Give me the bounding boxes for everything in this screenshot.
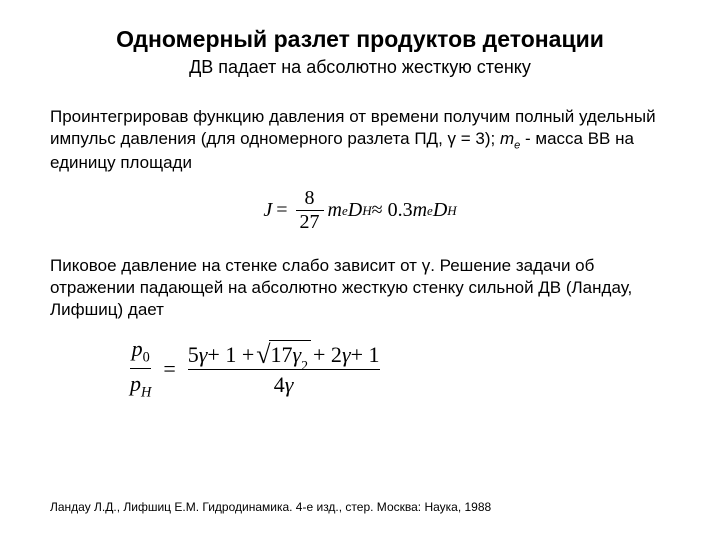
citation-footer: Ландау Л.Д., Лифшиц Е.М. Гидродинамика. … xyxy=(50,500,491,514)
eq2-lhs: p0 pH xyxy=(130,336,151,401)
eq1-frac: 8 27 xyxy=(296,188,324,233)
paragraph-2: Пиковое давление на стенке слабо зависит… xyxy=(50,255,670,320)
eq2-gamma1: γ xyxy=(199,344,208,366)
eq1-m: m xyxy=(328,199,342,222)
eq1-D2: D xyxy=(433,199,447,222)
eq2-pH-p: p xyxy=(130,371,141,396)
slide-title: Одномерный разлет продуктов детонации xyxy=(50,26,670,53)
eq2-rhs: 5γ + 1 + √ 17γ2 + 2γ + 1 4γ xyxy=(188,340,380,397)
sqrt-icon: √ 17γ2 xyxy=(256,340,311,366)
eq2-p0-sub: 0 xyxy=(143,350,150,366)
eq1-approx: ≈ 0.3 xyxy=(372,199,413,222)
eq2-num: 5γ + 1 + √ 17γ2 + 2γ + 1 xyxy=(188,340,380,366)
eq2-gamma4: γ xyxy=(285,372,294,397)
equation-1: J = 8 27 me DH ≈ 0.3 me DH xyxy=(50,188,670,233)
eq2-den-a: 4 xyxy=(274,372,285,397)
eq2-num-d: + 1 xyxy=(351,344,380,366)
eq2-gamma2: γ xyxy=(293,344,302,366)
eq1-D2-sub: H xyxy=(447,203,456,219)
eq2-den: 4γ xyxy=(274,373,294,397)
eq2-radicand: 17γ2 xyxy=(269,340,311,366)
me-var: m xyxy=(500,129,514,148)
eq2-p0-p: p xyxy=(132,336,143,361)
surd-icon: √ xyxy=(256,342,270,368)
equation-2: p0 pH = 5γ + 1 + √ 17γ2 + 2γ + 1 xyxy=(130,336,670,401)
eq1-den: 27 xyxy=(296,212,324,233)
eq2-num-a: 5 xyxy=(188,344,199,366)
eq1-eq: = xyxy=(276,199,287,222)
eq2-pH-sub: H xyxy=(141,384,151,400)
eq1-D-sub: H xyxy=(362,203,371,219)
paragraph-1: Проинтегрировав функцию давления от врем… xyxy=(50,106,670,174)
eq1-num: 8 xyxy=(301,188,319,209)
eq1-m2: m xyxy=(413,199,427,222)
eq1-D: D xyxy=(348,199,362,222)
eq2-eq: = xyxy=(163,356,175,382)
eq2-num-b: + 1 + xyxy=(207,344,254,366)
eq2-rad-a: 17 xyxy=(271,344,293,366)
slide: Одномерный разлет продуктов детонации ДВ… xyxy=(0,0,720,540)
eq2-num-c: + 2 xyxy=(313,344,342,366)
eq2-gamma3: γ xyxy=(342,344,351,366)
eq1-J: J xyxy=(263,199,272,222)
slide-subtitle: ДВ падает на абсолютно жесткую стенку xyxy=(50,57,670,78)
